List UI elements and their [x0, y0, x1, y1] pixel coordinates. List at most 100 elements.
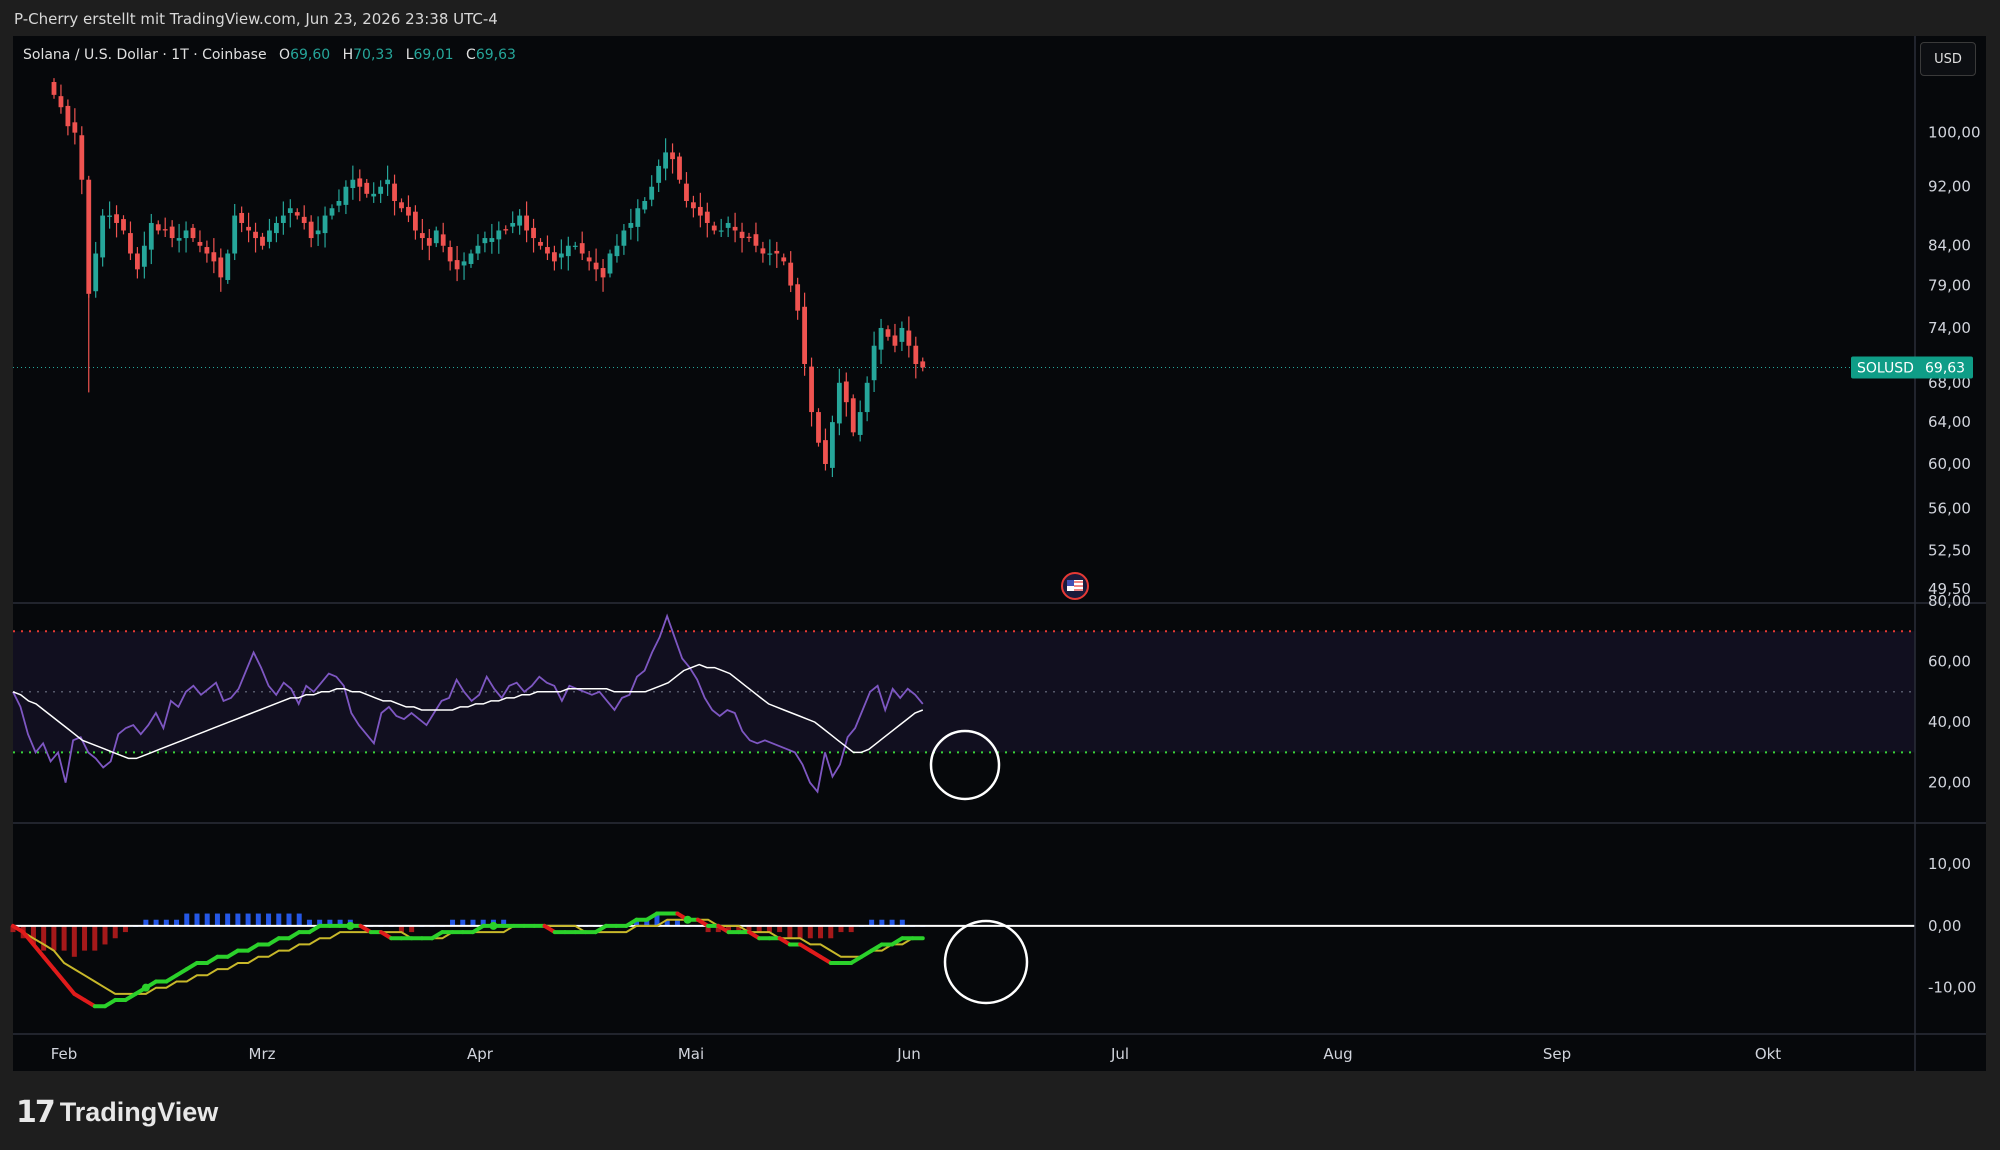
legend-open-label: O: [279, 47, 291, 63]
candle-body: [392, 183, 397, 201]
candle-body: [239, 212, 245, 223]
annotations-layer: [929, 572, 1089, 1005]
axes-layer: 100,0092,0084,0079,0074,0068,0064,0060,0…: [13, 36, 1986, 1071]
currency-button[interactable]: USD: [1920, 42, 1976, 76]
candle: [468, 249, 474, 268]
candle-body: [107, 215, 112, 217]
candle: [760, 241, 766, 263]
macd-histogram-bar: [143, 919, 149, 926]
candle: [628, 208, 634, 240]
macd-histogram-bar: [787, 925, 793, 939]
candle-body: [114, 214, 119, 223]
candle-body: [176, 238, 182, 241]
candle: [503, 225, 509, 235]
candle: [572, 241, 578, 250]
macd-histogram-bar: [899, 919, 905, 926]
macd-histogram-bar: [122, 925, 128, 933]
macd-histogram-bar: [225, 913, 231, 926]
time-tick-label: Apr: [467, 1045, 494, 1063]
macd-histogram-bar: [674, 919, 680, 926]
attribution-text: P-Cherry erstellt mit TradingView.com, J…: [14, 10, 498, 28]
candle-body: [774, 250, 780, 254]
rsi-tick-label: 80,00: [1928, 592, 1971, 610]
candle: [232, 203, 238, 261]
candle: [878, 318, 884, 365]
rsi-highlight-circle: [929, 729, 1001, 801]
candle-body: [86, 179, 92, 294]
candle-body: [287, 208, 293, 213]
candle-body: [823, 440, 828, 464]
candle-body: [218, 257, 224, 278]
candle: [315, 216, 321, 246]
time-tick-label: Sep: [1543, 1045, 1571, 1063]
time-tick-label: Feb: [51, 1045, 78, 1063]
macd-histogram-bar: [777, 925, 783, 933]
candle-body: [684, 183, 689, 201]
candle-body: [308, 221, 314, 239]
candle-body: [809, 366, 814, 413]
macd-histogram-bar: [715, 925, 721, 933]
candle-body: [732, 226, 738, 231]
candle-body: [753, 234, 759, 246]
price-tag-symbol: SOLUSD: [1857, 360, 1914, 376]
chart-area[interactable]: [13, 36, 1986, 1071]
candle-body: [795, 284, 801, 311]
candle-body: [294, 212, 300, 216]
candle-body: [51, 82, 57, 95]
candle-body: [503, 229, 509, 231]
candle: [899, 321, 905, 351]
candle: [920, 357, 926, 372]
candle-body: [267, 230, 272, 242]
candle: [107, 201, 112, 229]
candle: [809, 357, 814, 427]
candle: [656, 159, 662, 193]
candle: [600, 259, 606, 292]
candle-body: [378, 186, 384, 194]
tradingview-logo[interactable]: 17 TradingView: [16, 1094, 218, 1130]
candle: [399, 198, 404, 213]
macd-histogram-bar: [184, 913, 190, 926]
candle: [58, 84, 64, 114]
candle-body: [593, 262, 599, 270]
candle: [517, 209, 523, 235]
macd-histogram-bar: [296, 913, 302, 926]
rsi-line: [12, 613, 924, 794]
macd-histogram-bar: [736, 925, 742, 933]
candle: [892, 323, 898, 353]
candle: [593, 248, 599, 282]
candle: [857, 400, 863, 442]
candle: [357, 169, 363, 202]
time-tick-label: Mrz: [249, 1045, 276, 1063]
candle-body: [538, 241, 543, 246]
candle-body: [760, 248, 766, 254]
legend-close: 69,63: [475, 47, 516, 63]
candle: [614, 234, 620, 263]
time-tick-label: Okt: [1755, 1045, 1781, 1063]
candle: [280, 201, 286, 235]
candle-body: [253, 231, 258, 239]
candle: [447, 240, 453, 271]
macd-histogram-bar: [41, 925, 47, 951]
candle: [162, 217, 168, 237]
candle: [287, 199, 293, 228]
macd-histogram-bar: [879, 919, 885, 926]
candle: [691, 195, 696, 218]
candle-body: [155, 224, 161, 231]
candle-body: [322, 215, 328, 234]
candle-body: [746, 236, 752, 239]
legend-high-label: H: [342, 47, 354, 63]
legend-low: 69,01: [413, 47, 454, 63]
candle-body: [788, 262, 794, 286]
candle: [51, 78, 57, 99]
candle: [795, 277, 801, 320]
macd-histogram-bar: [889, 919, 895, 926]
candle-body: [489, 238, 495, 242]
macd-histogram-bar: [501, 919, 507, 926]
candle-body: [148, 222, 154, 250]
candle-body: [899, 327, 905, 342]
candle-body: [843, 381, 849, 403]
candle-body: [100, 215, 106, 258]
candle-body: [697, 206, 703, 216]
macd-line-segment: [62, 979, 77, 996]
